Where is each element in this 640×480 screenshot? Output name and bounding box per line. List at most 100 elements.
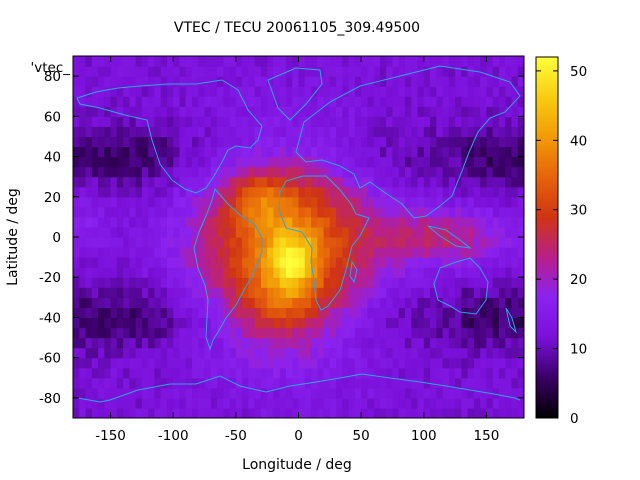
heat-cell <box>85 226 93 238</box>
heat-cell <box>417 96 425 107</box>
heat-cell <box>486 136 494 148</box>
heat-cell <box>179 226 187 238</box>
heat-cell <box>292 287 300 298</box>
heat-cell <box>85 156 93 168</box>
heat-cell <box>85 76 93 87</box>
heat-cell <box>336 106 343 117</box>
heat-cell <box>223 337 231 349</box>
heat-cell <box>123 367 130 379</box>
heat-cell <box>242 287 249 298</box>
heat-cell <box>204 86 212 97</box>
heat-cell <box>129 337 137 349</box>
heat-cell <box>73 76 80 87</box>
heat-cell <box>367 126 375 138</box>
heat-cell <box>467 206 475 218</box>
heat-cell <box>323 257 331 268</box>
heat-cell <box>455 56 462 67</box>
heat-cell <box>179 327 187 339</box>
heat-cell <box>348 347 356 359</box>
heat-cell <box>192 226 199 238</box>
heat-cell <box>498 136 506 148</box>
heat-cell <box>285 317 293 329</box>
heat-cell <box>417 317 425 329</box>
heat-cell <box>198 156 206 168</box>
heat-cell <box>342 367 350 379</box>
heat-cell <box>436 357 444 369</box>
heat-cell <box>141 156 149 168</box>
heat-cell <box>73 116 80 127</box>
key-label: 'vtec_ <box>31 60 71 76</box>
heat-cell <box>166 176 174 188</box>
heat-cell <box>486 357 494 369</box>
heat-cell <box>505 216 513 228</box>
heat-cell <box>210 106 218 117</box>
heat-cell <box>273 186 281 198</box>
heat-cell <box>192 247 199 258</box>
heat-cell <box>486 196 494 208</box>
heat-cell <box>85 317 93 329</box>
heat-cell <box>85 257 93 268</box>
heat-cell <box>123 377 130 389</box>
heat-cell <box>442 216 450 228</box>
heat-cell <box>79 347 87 359</box>
heat-cell <box>104 327 112 339</box>
heat-cell <box>166 196 174 208</box>
heat-cell <box>304 277 312 288</box>
heat-cell <box>342 226 350 238</box>
heat-cell <box>461 257 469 268</box>
heat-cell <box>304 126 312 138</box>
heat-cell <box>110 317 118 329</box>
heat-cell <box>242 237 249 248</box>
heat-cell <box>73 317 80 329</box>
heat-cell <box>404 327 412 339</box>
heat-cell <box>173 76 181 87</box>
heat-cell <box>511 186 519 198</box>
heat-cell <box>248 237 256 248</box>
heat-cell <box>398 257 406 268</box>
heat-cell <box>129 206 137 218</box>
heat-cell <box>323 407 331 418</box>
heat-cell <box>160 96 168 107</box>
heat-cell <box>411 126 419 138</box>
heat-cell <box>473 287 481 298</box>
heat-cell <box>498 307 506 319</box>
heat-cell <box>192 317 199 329</box>
heat-cell <box>492 106 500 117</box>
heat-cell <box>492 176 500 188</box>
heat-cell <box>492 257 500 268</box>
heat-cell <box>110 186 118 198</box>
heat-cell <box>323 357 331 369</box>
heat-cell <box>386 206 394 218</box>
heat-cell <box>110 297 118 308</box>
heat-cell <box>135 397 143 409</box>
heat-cell <box>229 397 237 409</box>
heat-cell <box>517 76 524 87</box>
heat-cell <box>235 317 243 329</box>
heat-cell <box>367 277 375 288</box>
heat-cell <box>123 287 130 298</box>
heat-cell <box>354 176 362 188</box>
heat-cell <box>148 126 156 138</box>
heat-cell <box>141 56 149 67</box>
heat-cell <box>148 367 156 379</box>
heat-cell <box>91 196 99 208</box>
heat-cell <box>192 387 199 399</box>
heat-cell <box>154 126 162 138</box>
heat-cell <box>323 237 331 248</box>
heat-cell <box>392 226 400 238</box>
heat-cell <box>461 287 469 298</box>
heat-cell <box>116 166 124 178</box>
heat-cell <box>129 176 137 188</box>
heat-cell <box>217 277 224 288</box>
heat-cell <box>498 76 506 87</box>
heat-cell <box>505 337 513 349</box>
heat-cell <box>317 257 325 268</box>
heat-cell <box>348 387 356 399</box>
heat-cell <box>267 327 275 339</box>
heat-cell <box>411 247 419 258</box>
x-tick-label: 100 <box>411 428 437 444</box>
heat-cell <box>85 116 93 127</box>
heat-cell <box>242 377 249 389</box>
heat-cell <box>79 206 87 218</box>
heat-cell <box>185 407 193 418</box>
